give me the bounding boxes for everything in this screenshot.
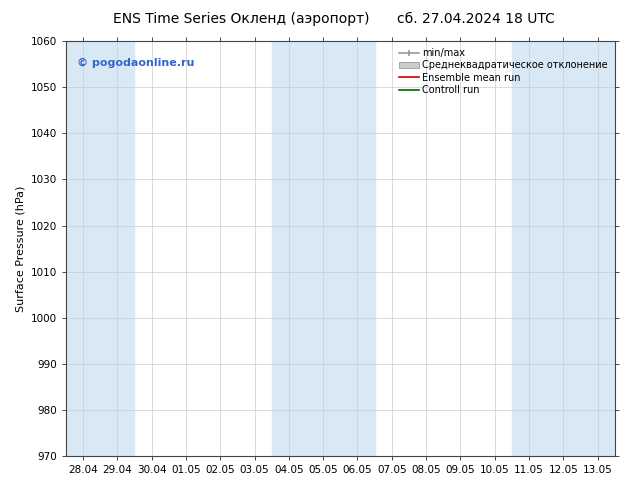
Text: ENS Time Series Окленд (аэропорт): ENS Time Series Окленд (аэропорт)	[113, 12, 369, 26]
Bar	[512, 41, 615, 456]
Text: сб. 27.04.2024 18 UTC: сб. 27.04.2024 18 UTC	[396, 12, 555, 26]
Legend: min/max, Среднеквадратическое отклонение, Ensemble mean run, Controll run: min/max, Среднеквадратическое отклонение…	[397, 46, 610, 97]
Text: © pogodaonline.ru: © pogodaonline.ru	[77, 58, 194, 68]
Y-axis label: Surface Pressure (hPa): Surface Pressure (hPa)	[15, 185, 25, 312]
Bar	[272, 41, 375, 456]
Bar	[66, 41, 134, 456]
